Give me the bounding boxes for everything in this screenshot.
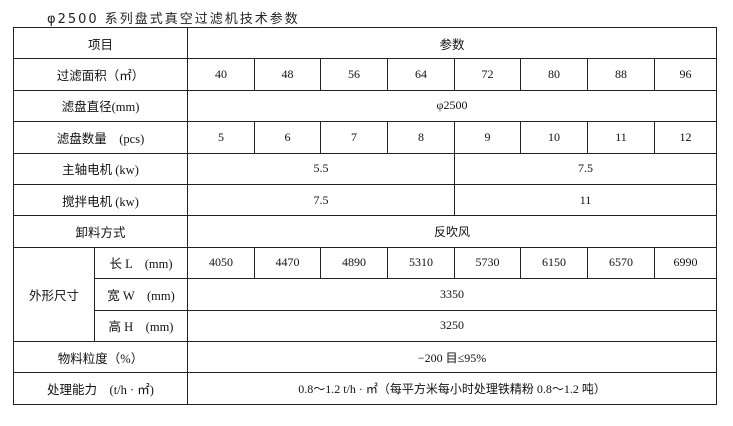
header-params: 参数 xyxy=(187,26,718,60)
cell: 11 xyxy=(587,121,656,154)
row-label: 长 L (mm) xyxy=(93,246,189,280)
spec-table: 项目 参数 过滤面积（㎡） 40 48 56 64 72 80 88 96 滤盘… xyxy=(12,26,718,405)
cell: 5 xyxy=(187,121,256,154)
cell: 12 xyxy=(654,121,718,154)
row-capacity: 处理能力 (t/h · ㎡) 0.8～1.2 t/h · ㎡（每平方米每小时处理… xyxy=(12,372,718,405)
row-label: 物料粒度（%） xyxy=(12,340,189,374)
cell: −200 目≤95% xyxy=(187,340,718,374)
cell: 7.5 xyxy=(454,152,718,185)
cell: 5730 xyxy=(454,246,522,280)
row-granularity: 物料粒度（%） −200 目≤95% xyxy=(12,340,718,374)
row-label: 高 H (mm) xyxy=(93,309,189,342)
header-item: 项目 xyxy=(12,26,189,60)
row-label: 搅拌电机 (kw) xyxy=(12,183,189,217)
cell: 4890 xyxy=(320,246,389,280)
row-disc-count: 滤盘数量 (pcs) 5 6 7 8 9 10 11 12 xyxy=(12,121,718,154)
cell: 72 xyxy=(454,58,522,91)
row-area: 过滤面积（㎡） 40 48 56 64 72 80 88 96 xyxy=(12,58,718,91)
cell: 4470 xyxy=(254,246,322,280)
row-discharge: 卸料方式 反吹风 xyxy=(12,215,718,248)
cell: 10 xyxy=(520,121,589,154)
cell: 9 xyxy=(454,121,522,154)
row-label: 宽 W (mm) xyxy=(93,278,189,311)
cell: 56 xyxy=(320,58,389,91)
cell: 8 xyxy=(387,121,456,154)
cell: 0.8～1.2 t/h · ㎡（每平方米每小时处理铁精粉 0.8～1.2 吨） xyxy=(187,372,718,405)
cell: 6990 xyxy=(654,246,718,280)
cell: 48 xyxy=(254,58,322,91)
cell: 11 xyxy=(454,183,718,217)
cell: 6150 xyxy=(520,246,589,280)
cell: φ2500 xyxy=(187,89,718,123)
cell: 3250 xyxy=(187,309,718,342)
row-diameter: 滤盘直径(mm) φ2500 xyxy=(12,89,718,123)
row-width: 宽 W (mm) 3350 xyxy=(14,278,718,311)
table-header-row: 项目 参数 xyxy=(12,26,718,60)
row-main-motor: 主轴电机 (kw) 5.5 7.5 xyxy=(12,152,718,185)
page-title: φ2500 系列盘式真空过滤机技术参数 xyxy=(47,12,300,27)
cell: 80 xyxy=(520,58,589,91)
cell: 40 xyxy=(187,58,256,91)
cell: 64 xyxy=(387,58,456,91)
row-label: 卸料方式 xyxy=(12,215,189,248)
row-length: 外形尺寸 长 L (mm) 4050 4470 4890 5310 5730 6… xyxy=(13,246,718,342)
row-label: 处理能力 (t/h · ㎡) xyxy=(12,372,189,405)
row-agitator-motor: 搅拌电机 (kw) 7.5 11 xyxy=(12,183,718,217)
cell: 6570 xyxy=(587,246,656,280)
row-label: 滤盘数量 (pcs) xyxy=(12,121,189,154)
cell: 5.5 xyxy=(187,152,456,185)
cell: 7.5 xyxy=(187,183,456,217)
cell: 5310 xyxy=(387,246,456,280)
cell: 7 xyxy=(320,121,389,154)
cell: 反吹风 xyxy=(187,215,718,248)
cell: 4050 xyxy=(187,246,256,280)
cell: 3350 xyxy=(187,278,718,311)
row-label: 过滤面积（㎡） xyxy=(12,58,189,91)
cell: 96 xyxy=(654,58,718,91)
row-label: 主轴电机 (kw) xyxy=(12,152,189,185)
cell: 6 xyxy=(254,121,322,154)
row-height: 高 H (mm) 3250 xyxy=(14,309,718,342)
row-group-label: 外形尺寸 xyxy=(13,246,95,342)
row-label: 滤盘直径(mm) xyxy=(12,89,189,123)
cell: 88 xyxy=(587,58,656,91)
